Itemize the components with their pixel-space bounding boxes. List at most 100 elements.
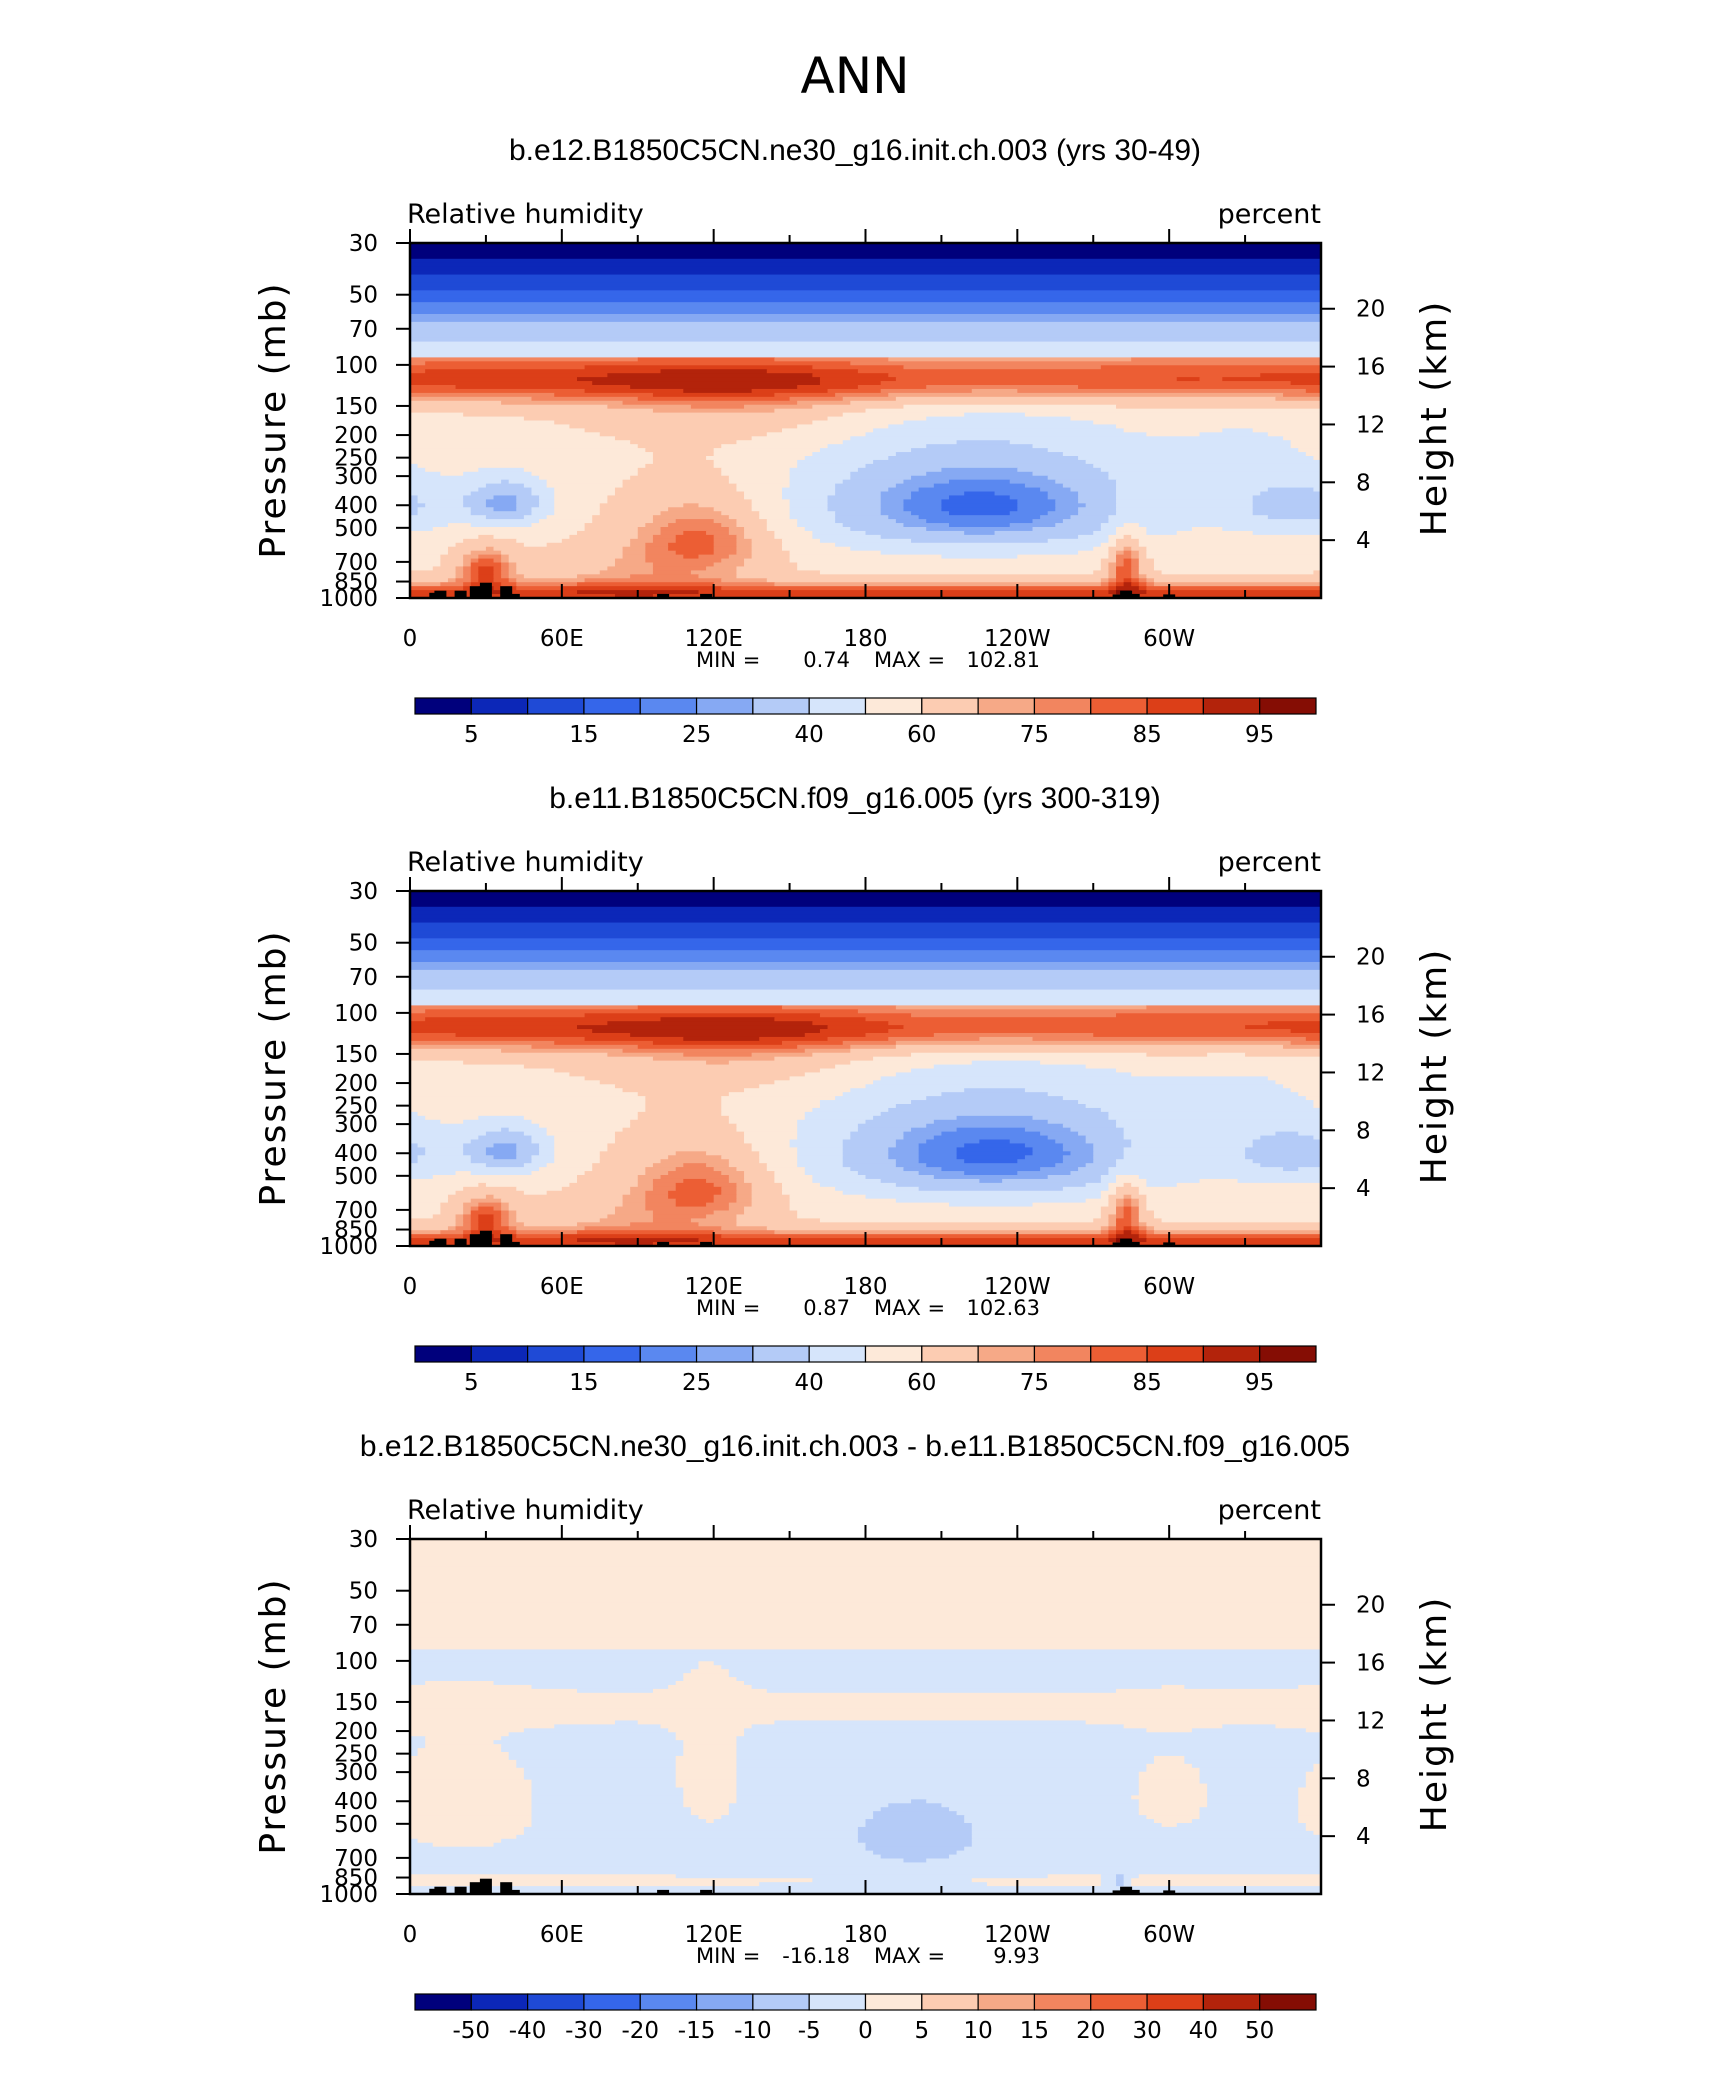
contour-cell — [1222, 428, 1254, 433]
contour-cell — [819, 1100, 912, 1105]
contour-cell — [1093, 1033, 1322, 1038]
contour-cell — [554, 511, 601, 516]
contour-cell — [1313, 1767, 1322, 1773]
contour-cell — [789, 471, 851, 477]
contour-cell — [1267, 1021, 1322, 1026]
contour-cell — [607, 404, 692, 410]
colorbar-box — [921, 1345, 979, 1363]
contour-cell — [1100, 1178, 1117, 1184]
contour-cell — [774, 1171, 806, 1176]
contour-cell — [1191, 1819, 1299, 1824]
contour-cell — [1245, 1147, 1322, 1152]
contour-cell — [410, 1111, 419, 1117]
colorbar-label: 50 — [1245, 2018, 1274, 2044]
contour-cell — [1146, 1767, 1201, 1773]
contour-cell — [781, 1040, 844, 1046]
contour-cell — [410, 1688, 578, 1694]
contour-cell — [668, 1171, 722, 1176]
contour-cell — [1245, 1052, 1322, 1058]
contour-cell — [478, 1222, 495, 1227]
contour-cell — [1313, 1830, 1322, 1836]
contour-cell — [1116, 570, 1132, 575]
y-tick-label: 150 — [334, 1042, 378, 1068]
contour-cell — [766, 1163, 798, 1168]
contour-cell — [1123, 1131, 1277, 1137]
contour-cell — [546, 479, 624, 485]
contour-cell — [1116, 1123, 1322, 1129]
contour-cell — [531, 396, 639, 402]
colorbar-label: -15 — [678, 2018, 716, 2044]
contour-cell — [478, 570, 495, 575]
contour-cell — [410, 1151, 426, 1156]
contour-cell — [668, 523, 722, 528]
contour-cell — [410, 1013, 586, 1018]
contour-cell — [410, 1763, 517, 1769]
contour-cell — [744, 562, 798, 568]
contour-cell — [1199, 377, 1223, 382]
contour-cell — [1116, 424, 1322, 429]
contour-cell — [410, 962, 1322, 967]
contour-cell — [1024, 412, 1322, 418]
right-string: percent — [1218, 847, 1321, 878]
contour-cell — [554, 503, 601, 508]
contour-cell — [1290, 1040, 1322, 1046]
x-tick-label: 180 — [844, 626, 888, 652]
contour-cell — [713, 534, 738, 540]
contour-cell — [766, 519, 798, 524]
contour-cell — [721, 1155, 760, 1160]
contour-cell — [577, 1178, 639, 1184]
contour-cell — [827, 388, 882, 394]
contour-cell — [744, 491, 783, 497]
contour-cell — [1146, 527, 1193, 532]
contour-cell — [736, 1677, 1322, 1682]
colorbar-label: 15 — [1020, 2018, 1049, 2044]
contour-cell — [986, 1882, 1102, 1887]
contour-cell — [501, 574, 510, 579]
contour-cell — [789, 554, 943, 560]
contour-cell — [698, 503, 753, 508]
contour-cell — [440, 1202, 464, 1208]
contour-cell — [584, 388, 684, 394]
contour-cell — [410, 1546, 1322, 1552]
contour-cell — [1191, 1728, 1307, 1733]
x-tick-label: 60E — [540, 1274, 584, 1300]
contour-cell — [410, 1167, 540, 1172]
colorbar-box — [695, 697, 754, 715]
contour-cell — [410, 985, 1322, 991]
contour-cell — [508, 578, 517, 583]
contour-cell — [1116, 1198, 1125, 1204]
contour-cell — [410, 1858, 905, 1864]
contour-cell — [819, 381, 882, 386]
contour-cell — [774, 1017, 867, 1022]
contour-cell — [463, 1119, 533, 1125]
contour-cell — [797, 1147, 844, 1152]
contour-cell — [781, 428, 874, 433]
contour-cell — [1313, 1135, 1322, 1141]
contour-cell — [1116, 1688, 1322, 1694]
panel-title: b.e11.B1850C5CN.f09_g16.005 (yrs 300-319… — [549, 782, 1161, 815]
contour-cell — [744, 534, 775, 540]
contour-cell — [865, 1819, 965, 1824]
contour-cell — [918, 1151, 958, 1156]
y-tick-label: 700 — [334, 550, 378, 576]
contour-cell — [1138, 1206, 1147, 1212]
contour-cell — [675, 1874, 1049, 1879]
contour-cell — [1138, 1214, 1155, 1219]
contour-cell — [463, 499, 487, 504]
contour-cell — [827, 507, 882, 512]
contour-cell — [410, 1155, 419, 1160]
contour-cell — [713, 463, 798, 469]
contour-cell — [698, 1815, 722, 1820]
contour-cell — [713, 538, 738, 544]
contour-cell — [652, 1040, 783, 1046]
contour-cell — [706, 1151, 760, 1156]
x-tick-label: 120W — [984, 626, 1051, 652]
contour-cell — [675, 1182, 715, 1188]
colorbar-label: 40 — [1189, 2018, 1218, 2044]
colorbar-box — [1259, 697, 1317, 715]
contour-cell — [1108, 1111, 1322, 1117]
contour-cell — [873, 1056, 1322, 1062]
contour-cell — [410, 1862, 1322, 1867]
x-tick-label: 0 — [403, 626, 418, 652]
contour-cell — [713, 448, 821, 453]
